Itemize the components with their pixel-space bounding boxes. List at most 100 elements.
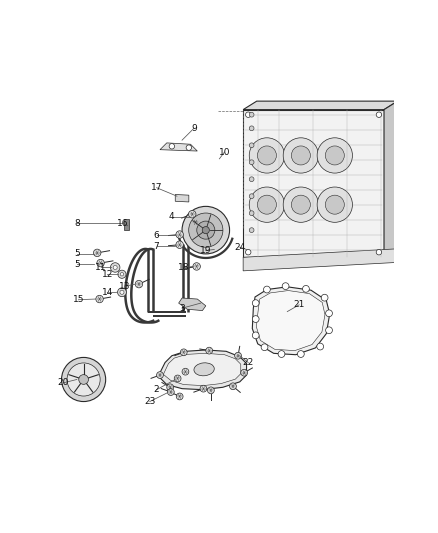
Circle shape [252,316,259,322]
Circle shape [297,351,304,358]
Circle shape [325,146,344,165]
Polygon shape [158,350,247,390]
Circle shape [206,347,212,354]
Circle shape [176,241,184,248]
Circle shape [278,351,285,358]
Circle shape [258,146,276,165]
Polygon shape [243,101,398,110]
Circle shape [249,211,254,215]
Text: 5: 5 [74,260,80,269]
Circle shape [135,280,143,288]
Circle shape [120,290,124,294]
Text: 19: 19 [200,246,212,255]
Circle shape [321,294,328,301]
Text: 7: 7 [154,242,159,251]
Circle shape [193,263,200,270]
Circle shape [249,177,254,182]
Circle shape [180,349,187,356]
Circle shape [325,327,332,334]
Circle shape [61,358,106,401]
Circle shape [202,227,209,233]
Circle shape [188,211,196,218]
Circle shape [96,295,103,303]
Circle shape [249,126,254,131]
Circle shape [325,195,344,214]
Circle shape [241,369,247,376]
Circle shape [113,265,117,270]
Circle shape [97,260,104,267]
Text: 8: 8 [74,219,80,228]
Text: 5: 5 [74,249,80,259]
Circle shape [283,138,318,173]
Circle shape [182,368,189,375]
Circle shape [118,270,126,278]
Polygon shape [384,101,398,257]
Circle shape [120,272,124,276]
Text: 13: 13 [119,281,130,290]
Text: 15: 15 [73,295,84,304]
Text: 21: 21 [293,300,305,309]
Text: 22: 22 [243,358,254,367]
Circle shape [249,228,254,232]
Text: 24: 24 [234,243,245,252]
Circle shape [291,195,311,214]
Polygon shape [175,195,189,202]
Circle shape [252,300,259,306]
Text: 14: 14 [102,288,113,297]
Ellipse shape [194,363,214,376]
Circle shape [249,194,254,199]
Text: 9: 9 [191,124,197,133]
Circle shape [249,112,254,117]
Circle shape [110,263,120,272]
Polygon shape [160,143,197,151]
Text: 23: 23 [144,397,155,406]
Circle shape [376,249,381,255]
Circle shape [200,385,207,392]
Circle shape [79,375,88,384]
Circle shape [376,112,381,117]
Text: 3: 3 [179,304,185,313]
Polygon shape [243,110,384,257]
Circle shape [189,213,223,247]
Circle shape [282,282,289,289]
Circle shape [67,363,100,396]
Circle shape [192,219,199,226]
Circle shape [186,145,191,150]
Text: 2: 2 [154,385,159,394]
Circle shape [249,138,285,173]
Circle shape [176,231,184,238]
Circle shape [252,332,259,339]
Circle shape [230,383,237,390]
Circle shape [235,352,241,359]
Circle shape [261,344,268,351]
Circle shape [246,112,251,117]
Circle shape [176,393,183,400]
Circle shape [169,143,175,149]
Circle shape [167,389,174,395]
Circle shape [157,372,163,378]
Text: 10: 10 [219,148,230,157]
Circle shape [197,221,215,239]
Circle shape [264,286,270,293]
Polygon shape [124,219,129,230]
Text: 20: 20 [57,378,69,387]
Circle shape [208,387,214,394]
Circle shape [174,375,181,382]
Circle shape [249,187,285,222]
Polygon shape [252,287,330,354]
Circle shape [117,288,127,297]
Polygon shape [243,249,398,271]
Circle shape [317,138,353,173]
Text: 4: 4 [169,212,175,221]
Circle shape [258,195,276,214]
Circle shape [283,187,318,222]
Polygon shape [256,290,325,351]
Circle shape [291,146,311,165]
Text: 16: 16 [117,219,128,228]
Text: 18: 18 [178,263,190,272]
Text: 12: 12 [102,270,113,279]
Circle shape [249,160,254,165]
Circle shape [246,249,251,255]
Polygon shape [179,298,206,311]
Circle shape [167,384,173,391]
